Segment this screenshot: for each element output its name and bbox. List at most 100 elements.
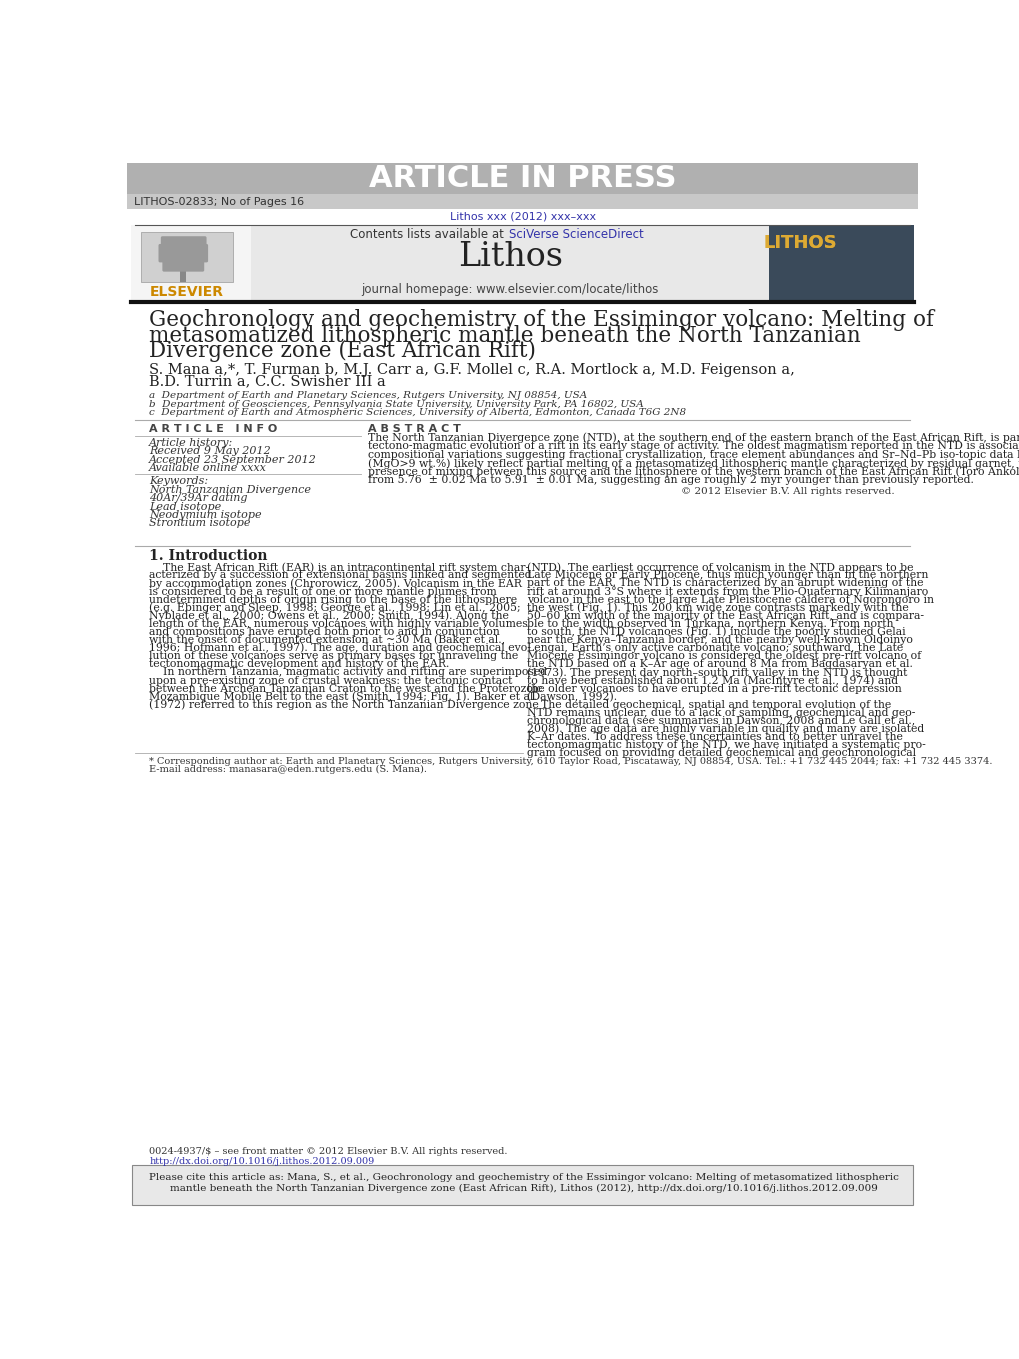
Text: Lengai, Earth’s only active carbonatite volcano; southward, the Late: Lengai, Earth’s only active carbonatite … xyxy=(526,643,902,654)
Text: Keywords:: Keywords: xyxy=(149,476,208,487)
Text: Lead isotope: Lead isotope xyxy=(149,501,221,511)
Bar xyxy=(768,288,913,289)
Bar xyxy=(768,261,913,262)
Text: ELSEVIER: ELSEVIER xyxy=(149,285,223,299)
Text: the west (Fig. 1). This 200 km wide zone contrasts markedly with the: the west (Fig. 1). This 200 km wide zone… xyxy=(526,602,908,613)
Text: 50–60 km width of the majority of the East African Rift, and is compara-: 50–60 km width of the majority of the Ea… xyxy=(526,610,923,621)
FancyBboxPatch shape xyxy=(161,236,206,253)
Text: ble to the width observed in Turkana, northern Kenya. From north: ble to the width observed in Turkana, no… xyxy=(526,618,893,629)
Text: (NTD). The earliest occurrence of volcanism in the NTD appears to be: (NTD). The earliest occurrence of volcan… xyxy=(526,563,912,572)
FancyBboxPatch shape xyxy=(162,253,204,272)
Text: mantle beneath the North Tanzanian Divergence zone (East African Rift), Lithos (: mantle beneath the North Tanzanian Diver… xyxy=(170,1184,877,1192)
Text: Nyblade et al., 2000; Owens et al., 2000; Smith, 1994). Along the: Nyblade et al., 2000; Owens et al., 2000… xyxy=(149,610,508,621)
Text: the NTD based on a K–Ar age of around 8 Ma from Bagdasaryan et al.: the NTD based on a K–Ar age of around 8 … xyxy=(526,659,912,670)
Bar xyxy=(768,295,913,296)
Text: A R T I C L E   I N F O: A R T I C L E I N F O xyxy=(149,424,277,435)
Text: (e.g. Ebinger and Sleep, 1998; George et al., 1998; Lin et al., 2005;: (e.g. Ebinger and Sleep, 1998; George et… xyxy=(149,602,521,613)
Text: lution of these volcanoes serve as primary bases for unraveling the: lution of these volcanoes serve as prima… xyxy=(149,651,518,662)
Text: Miocene Essimingor volcano is considered the oldest pre-rift volcano of: Miocene Essimingor volcano is considered… xyxy=(526,651,920,662)
Text: tectonomagmatic development and history of the EAR.: tectonomagmatic development and history … xyxy=(149,659,449,670)
Text: A B S T R A C T: A B S T R A C T xyxy=(368,424,461,435)
Text: tectonomagmatic history of the NTD, we have initiated a systematic pro-: tectonomagmatic history of the NTD, we h… xyxy=(526,741,924,750)
Bar xyxy=(131,226,252,303)
Text: © 2012 Elsevier B.V. All rights reserved.: © 2012 Elsevier B.V. All rights reserved… xyxy=(681,487,894,496)
Text: the older volcanoes to have erupted in a pre-rift tectonic depression: the older volcanoes to have erupted in a… xyxy=(526,684,901,693)
Bar xyxy=(768,283,913,284)
Bar xyxy=(768,298,913,299)
Text: compositional variations suggesting fractional crystallization, trace element ab: compositional variations suggesting frac… xyxy=(368,450,1019,459)
Text: acterized by a succession of extensional basins linked and segmented: acterized by a succession of extensional… xyxy=(149,571,531,580)
Text: LITHOS-02833; No of Pages 16: LITHOS-02833; No of Pages 16 xyxy=(133,197,304,207)
Text: http://dx.doi.org/10.1016/j.lithos.2012.09.009: http://dx.doi.org/10.1016/j.lithos.2012.… xyxy=(149,1157,374,1166)
Text: SciVerse ScienceDirect: SciVerse ScienceDirect xyxy=(508,228,643,241)
Text: Accepted 23 September 2012: Accepted 23 September 2012 xyxy=(149,454,317,465)
FancyBboxPatch shape xyxy=(158,243,208,262)
Text: 1. Introduction: 1. Introduction xyxy=(149,549,267,563)
Text: chronological data (see summaries in Dawson, 2008 and Le Gall et al.,: chronological data (see summaries in Daw… xyxy=(526,716,914,726)
Text: between the Archean Tanzanian Craton to the west and the Proterozoic: between the Archean Tanzanian Craton to … xyxy=(149,684,542,693)
Bar xyxy=(768,300,913,303)
Text: E-mail address: manasara@eden.rutgers.edu (S. Mana).: E-mail address: manasara@eden.rutgers.ed… xyxy=(149,765,427,775)
Text: Late Miocene or Early Pliocene, thus much younger than in the northern: Late Miocene or Early Pliocene, thus muc… xyxy=(526,571,927,580)
Text: Please cite this article as: Mana, S., et al., Geochronology and geochemistry of: Please cite this article as: Mana, S., e… xyxy=(149,1173,899,1182)
Text: journal homepage: www.elsevier.com/locate/lithos: journal homepage: www.elsevier.com/locat… xyxy=(362,283,658,296)
Text: The North Tanzanian Divergence zone (NTD), at the southern end of the eastern br: The North Tanzanian Divergence zone (NTD… xyxy=(368,432,1019,443)
Text: from 5.76  ± 0.02 Ma to 5.91  ± 0.01 Ma, suggesting an age roughly 2 myr younger: from 5.76 ± 0.02 Ma to 5.91 ± 0.01 Ma, s… xyxy=(368,476,973,485)
Text: North Tanzanian Divergence: North Tanzanian Divergence xyxy=(149,485,311,495)
Bar xyxy=(768,280,913,281)
Text: a  Department of Earth and Planetary Sciences, Rutgers University, NJ 08854, USA: a Department of Earth and Planetary Scie… xyxy=(149,391,587,400)
Text: In northern Tanzania, magmatic activity and rifting are superimposed: In northern Tanzania, magmatic activity … xyxy=(149,667,547,677)
Text: c  Department of Earth and Atmospheric Sciences, University of Alberta, Edmonton: c Department of Earth and Atmospheric Sc… xyxy=(149,408,686,417)
Text: The East African Rift (EAR) is an intracontinental rift system char-: The East African Rift (EAR) is an intrac… xyxy=(149,563,529,572)
Bar xyxy=(768,226,913,303)
Bar xyxy=(127,163,917,194)
Text: Lithos: Lithos xyxy=(458,241,562,273)
Text: volcano in the east to the large Late Pleistocene caldera of Ngorongoro in: volcano in the east to the large Late Pl… xyxy=(526,595,932,605)
Text: by accommodation zones (Chrorowicz, 2005). Volcanism in the EAR: by accommodation zones (Chrorowicz, 2005… xyxy=(149,578,522,588)
Text: Neodymium isotope: Neodymium isotope xyxy=(149,510,262,520)
Bar xyxy=(768,266,913,269)
Text: Lithos xxx (2012) xxx–xxx: Lithos xxx (2012) xxx–xxx xyxy=(449,212,595,222)
Text: Mozambique Mobile Belt to the east (Smith, 1994; Fig. 1). Baker et al.: Mozambique Mobile Belt to the east (Smit… xyxy=(149,692,536,703)
Text: to south, the NTD volcanoes (Fig. 1) include the poorly studied Gelai: to south, the NTD volcanoes (Fig. 1) inc… xyxy=(526,626,905,637)
Bar xyxy=(252,226,768,303)
Text: metasomatized lithospheric mantle beneath the North Tanzanian: metasomatized lithospheric mantle beneat… xyxy=(149,325,860,347)
Text: (1972) referred to this region as the North Tanzanian Divergence zone: (1972) referred to this region as the No… xyxy=(149,700,538,709)
Text: b  Department of Geosciences, Pennsylvania State University, University Park, PA: b Department of Geosciences, Pennsylvani… xyxy=(149,400,643,409)
Bar xyxy=(768,264,913,265)
Text: (Dawson, 1992).: (Dawson, 1992). xyxy=(526,692,616,701)
Bar xyxy=(142,231,232,281)
Text: 40Ar/39Ar dating: 40Ar/39Ar dating xyxy=(149,493,248,503)
Text: LITHOS: LITHOS xyxy=(762,234,837,253)
Text: 1996; Hofmann et al., 1997). The age, duration and geochemical evo-: 1996; Hofmann et al., 1997). The age, du… xyxy=(149,643,531,654)
Text: undetermined depths of origin rising to the base of the lithosphere: undetermined depths of origin rising to … xyxy=(149,595,517,605)
Text: presence of mixing between this source and the lithosphere of the western branch: presence of mixing between this source a… xyxy=(368,466,1019,477)
Text: to have been established about 1.2 Ma (MacIntyre et al., 1974) and: to have been established about 1.2 Ma (M… xyxy=(526,675,897,686)
Text: length of the EAR, numerous volcanoes with highly variable volumes: length of the EAR, numerous volcanoes wi… xyxy=(149,618,528,629)
Text: gram focused on providing detailed geochemical and geochronological: gram focused on providing detailed geoch… xyxy=(526,749,915,758)
Text: part of the EAR. The NTD is characterized by an abrupt widening of the: part of the EAR. The NTD is characterize… xyxy=(526,579,922,588)
FancyBboxPatch shape xyxy=(132,1165,912,1205)
Text: and compositions have erupted both prior to and in conjunction: and compositions have erupted both prior… xyxy=(149,626,499,637)
Text: 2008). The age data are highly variable in quality and many are isolated: 2008). The age data are highly variable … xyxy=(526,724,923,734)
Text: S. Mana a,*, T. Furman b, M.J. Carr a, G.F. Mollel c, R.A. Mortlock a, M.D. Feig: S. Mana a,*, T. Furman b, M.J. Carr a, G… xyxy=(149,363,794,378)
Text: Available online xxxx: Available online xxxx xyxy=(149,463,267,473)
Text: Article history:: Article history: xyxy=(149,438,233,447)
Text: is considered to be a result of one or more mantle plumes from: is considered to be a result of one or m… xyxy=(149,587,496,597)
Bar xyxy=(768,251,913,253)
Bar xyxy=(180,270,186,281)
Text: Geochronology and geochemistry of the Essimingor volcano: Melting of: Geochronology and geochemistry of the Es… xyxy=(149,308,933,332)
Text: NTD remains unclear, due to a lack of sampling, geochemical and geo-: NTD remains unclear, due to a lack of sa… xyxy=(526,708,914,718)
Bar xyxy=(768,273,913,275)
Text: tectono-magmatic evolution of a rift in its early stage of activity. The oldest : tectono-magmatic evolution of a rift in … xyxy=(368,442,1019,451)
Text: near the Kenya–Tanzania border, and the nearby well-known Oldoinyo: near the Kenya–Tanzania border, and the … xyxy=(526,635,912,646)
Text: Strontium isotope: Strontium isotope xyxy=(149,518,251,529)
Text: rift at around 3°S where it extends from the Plio-Quaternary Kilimanjaro: rift at around 3°S where it extends from… xyxy=(526,586,927,597)
Text: Received 9 May 2012: Received 9 May 2012 xyxy=(149,446,271,457)
Text: upon a pre-existing zone of crustal weakness: the tectonic contact: upon a pre-existing zone of crustal weak… xyxy=(149,675,513,685)
Bar xyxy=(127,194,917,208)
Text: * Corresponding author at: Earth and Planetary Sciences, Rutgers University, 610: * Corresponding author at: Earth and Pla… xyxy=(149,757,991,766)
Text: Contents lists available at: Contents lists available at xyxy=(350,228,506,241)
Bar xyxy=(768,258,913,260)
Text: LITHOS: LITHOS xyxy=(762,234,837,253)
